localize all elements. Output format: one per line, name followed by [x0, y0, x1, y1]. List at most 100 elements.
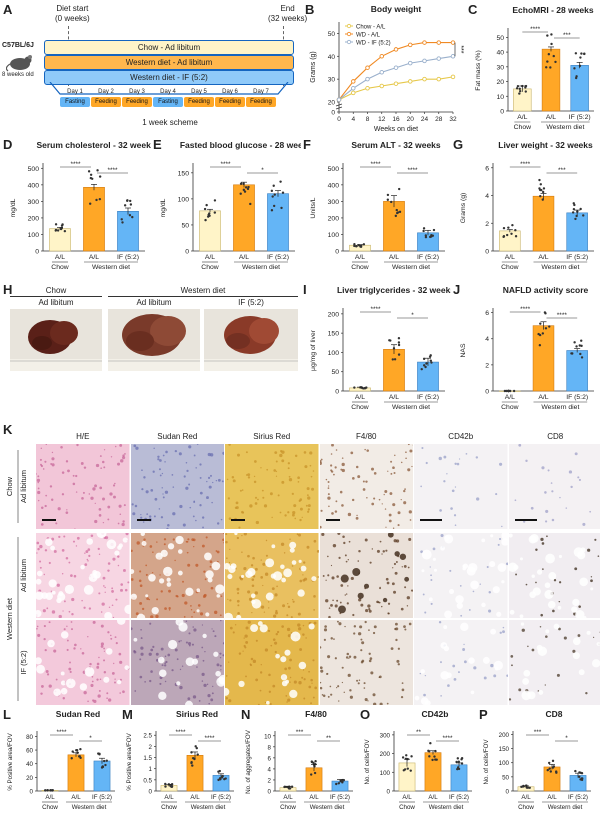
x-tick-label: 32	[449, 116, 457, 123]
echomri-chart: EchoMRI - 28 weeks 0 10 20 30 40 50 Fat mass (%…	[475, 5, 594, 131]
data-point	[128, 214, 132, 217]
bar-0	[49, 228, 71, 252]
data-point	[541, 190, 545, 194]
histology-tile	[319, 620, 413, 705]
significance-label: ****	[220, 161, 231, 168]
liver-photo-wd-al	[108, 309, 200, 371]
data-point	[583, 52, 586, 56]
y-tick-label: 100	[178, 196, 190, 203]
feeding-box: Feeding	[122, 97, 152, 107]
data-point	[545, 66, 548, 69]
series-point	[365, 65, 370, 70]
significance-label: ****	[175, 729, 186, 736]
x-tick-label: 28	[435, 116, 443, 123]
data-point	[430, 361, 433, 364]
panel-letter-f: F	[303, 137, 311, 152]
y-tick-label: 400	[28, 182, 40, 189]
data-point	[354, 245, 358, 248]
panel-letter-d: D	[3, 137, 13, 152]
data-point	[196, 753, 199, 756]
panel-letter-m: M	[122, 707, 133, 722]
category-label: A/L	[71, 794, 81, 801]
series-point	[407, 79, 413, 84]
y-axis-label: Grams (g)	[310, 51, 317, 83]
data-point	[572, 202, 575, 205]
data-point	[555, 771, 558, 774]
data-point	[195, 746, 198, 750]
y-tick-label: 60	[26, 748, 33, 755]
data-point	[191, 756, 195, 760]
scheme-bracket	[49, 82, 289, 95]
significance-label: ****	[520, 306, 531, 313]
fasting-box: Fasting	[60, 97, 90, 107]
y-tick-label: 2.5	[143, 733, 152, 740]
series-point	[393, 65, 399, 70]
y-tick-label: 200	[499, 732, 510, 739]
photo-cap-3: IF (5:2)	[238, 298, 264, 307]
data-point	[95, 198, 98, 202]
data-point	[546, 60, 549, 63]
data-point	[290, 785, 294, 788]
data-point	[539, 322, 542, 325]
significance-label: **	[326, 735, 332, 742]
data-point	[505, 389, 508, 393]
bar-1	[383, 349, 405, 392]
bar-1	[233, 184, 255, 252]
histology-tile	[225, 444, 319, 529]
x-tick-label: 12	[378, 116, 386, 123]
category-label: IF (5:2)	[117, 254, 139, 261]
data-point	[61, 223, 64, 226]
data-point	[538, 344, 542, 347]
data-point	[105, 759, 108, 762]
data-point	[579, 352, 582, 356]
stain-column-label: CD8	[547, 432, 564, 441]
series-point	[351, 79, 356, 84]
day-label: Day 6	[222, 89, 238, 95]
day-label: Day 2	[98, 89, 114, 95]
bar-0	[499, 230, 521, 252]
day-scheme: Day 1 Fasting Day 2 Feeding Day 3 Feeding Day …	[60, 88, 280, 120]
y-tick-label: 6	[485, 310, 489, 317]
category-label: A/L	[55, 254, 65, 261]
y-tick-label: 0.5	[143, 777, 152, 784]
data-point	[514, 229, 517, 232]
data-point	[342, 778, 345, 782]
group-label: Western diet	[72, 804, 107, 811]
category-label: IF (5:2)	[417, 394, 439, 401]
category-label: IF (5:2)	[92, 794, 112, 801]
data-point	[239, 192, 242, 195]
bar-2	[570, 65, 589, 112]
data-point	[71, 750, 74, 753]
y-tick-label: 0	[500, 109, 504, 116]
data-point	[406, 767, 409, 770]
y-axis-label: mg/dL	[160, 198, 167, 217]
chart-title: Sirius Red	[176, 709, 218, 719]
chart-title: CD42b	[422, 709, 449, 719]
category-label: IF (5:2)	[211, 794, 231, 801]
data-point	[129, 203, 133, 206]
y-tick-label: 200	[328, 215, 340, 222]
data-point	[243, 190, 247, 193]
series-point	[422, 76, 427, 82]
category-label: A/L	[428, 794, 438, 801]
group-label: Chow	[351, 404, 368, 411]
diet-start-text: Diet start	[56, 4, 89, 13]
category-label: IF (5:2)	[417, 254, 439, 261]
data-point	[403, 768, 407, 771]
category-label: A/L	[45, 794, 55, 801]
x-tick-label: 24	[421, 116, 429, 123]
y-tick-label: 100	[328, 232, 340, 239]
data-point	[239, 182, 243, 185]
y-axis-label: No. of cells/FOV	[364, 739, 371, 785]
data-point	[431, 758, 434, 762]
series-point	[407, 60, 413, 66]
category-label: IF (5:2)	[449, 794, 469, 801]
data-point	[502, 226, 506, 230]
data-point	[424, 235, 428, 239]
data-point	[98, 197, 102, 201]
data-point	[580, 344, 583, 348]
y-tick-label: 50	[496, 35, 504, 42]
category-label: A/L	[389, 394, 399, 401]
bar-2	[569, 775, 587, 792]
group-label: Chow	[399, 804, 415, 811]
